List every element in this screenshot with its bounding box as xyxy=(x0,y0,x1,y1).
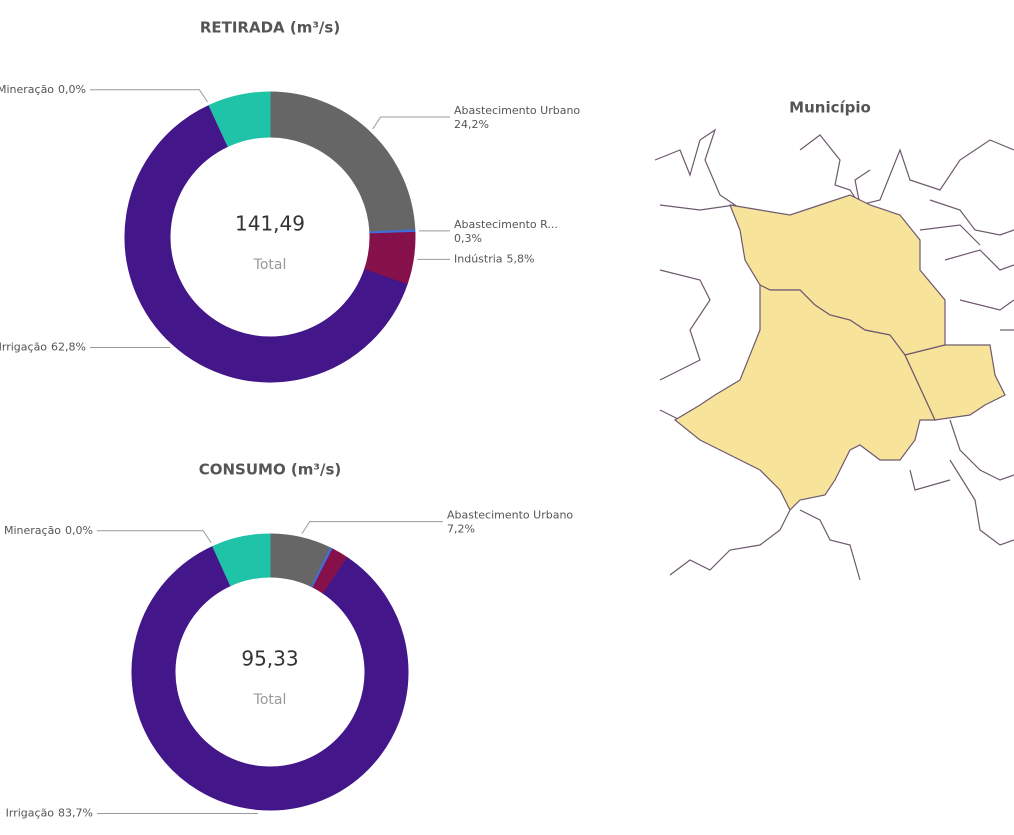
segment-name: Indústria xyxy=(454,252,503,265)
segment-label: Mineração 0,0% xyxy=(0,83,86,96)
segment-name: Irrigação xyxy=(6,806,55,819)
chart-title: RETIRADA (m³/s) xyxy=(200,19,340,37)
segment-value: 62,8% xyxy=(51,341,86,354)
center-value: 141,49 xyxy=(235,212,305,236)
map-borders xyxy=(654,128,1014,581)
segment-name: Abastecimento Urbano xyxy=(447,509,573,522)
center-caption: Total xyxy=(253,692,287,708)
leader-line xyxy=(301,521,443,534)
segment-label: Irrigação 83,7% xyxy=(6,806,93,819)
segment-value: 5,8% xyxy=(507,252,535,265)
segment-label: Abastecimento R... xyxy=(454,218,558,231)
center-value: 95,33 xyxy=(241,647,298,671)
donut-segment xyxy=(131,545,409,811)
segment-label: Irrigação 62,8% xyxy=(0,341,86,354)
leader-line xyxy=(97,530,212,544)
chart-title: CONSUMO (m³/s) xyxy=(199,461,342,479)
donut-segment xyxy=(208,91,271,147)
segment-value: 24,2% xyxy=(454,118,489,131)
segment-value: 0,0% xyxy=(58,83,86,96)
segment-name: Mineração xyxy=(0,83,54,96)
segment-name: Mineração xyxy=(4,524,61,537)
map: Município xyxy=(654,99,1014,581)
map-title: Município xyxy=(789,99,871,117)
donut-segment xyxy=(212,533,271,587)
segment-value: 7,2% xyxy=(447,523,475,536)
segment-value: 0,3% xyxy=(454,232,482,245)
segment-name: Abastecimento R... xyxy=(454,218,558,231)
center-caption: Total xyxy=(253,257,287,273)
leader-line xyxy=(90,89,208,103)
map-highlight xyxy=(673,194,1006,512)
segment-label: Abastecimento Urbano xyxy=(454,104,580,117)
donut-segment xyxy=(124,104,408,383)
segment-value: 83,7% xyxy=(58,806,93,819)
leader-line xyxy=(372,116,450,130)
segment-label: Abastecimento Urbano xyxy=(447,509,573,522)
segment-name: Irrigação xyxy=(0,341,47,354)
segment-value: 0,0% xyxy=(65,524,93,537)
segment-name: Abastecimento Urbano xyxy=(454,104,580,117)
segment-label: Indústria 5,8% xyxy=(454,252,535,265)
segment-label: Mineração 0,0% xyxy=(4,524,93,537)
